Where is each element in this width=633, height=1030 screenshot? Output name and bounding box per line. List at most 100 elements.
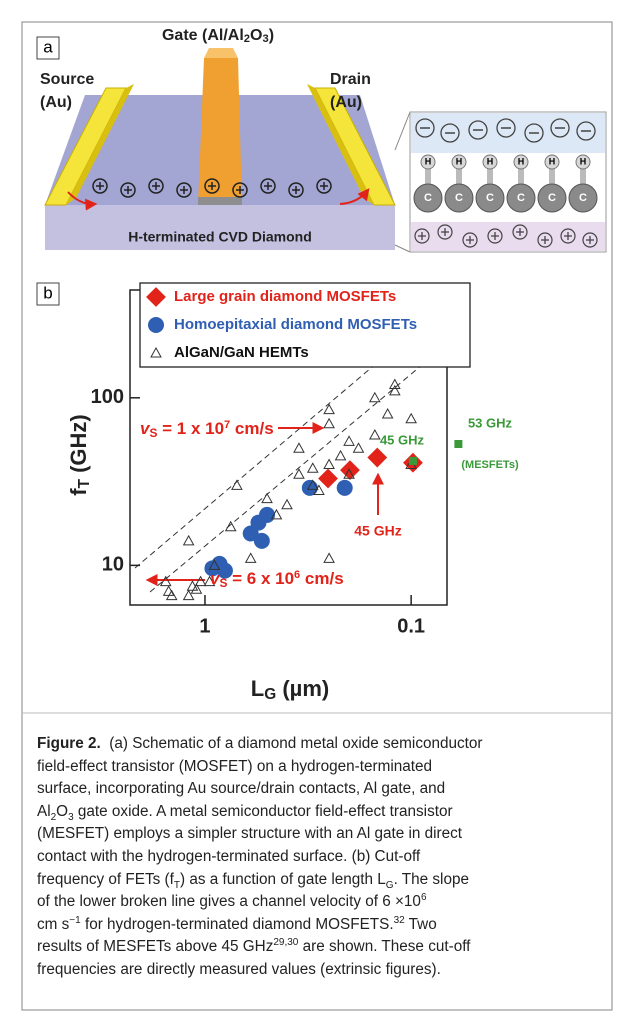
- point: [324, 459, 334, 468]
- point: [282, 500, 292, 509]
- carbon-label: C: [579, 192, 587, 204]
- caption-text: of the lower broken line gives a channel…: [37, 893, 421, 910]
- gate-label: Gate (Al/Al2O3): [162, 27, 274, 45]
- page: a HCHCHCHCHCHC Gate (Al/Al2O3) Source (A…: [0, 0, 633, 1030]
- point: [409, 457, 417, 465]
- x-axis-label: LG (µm): [251, 676, 329, 703]
- y-axis-label: fT (GHz): [66, 414, 93, 496]
- point: [336, 451, 346, 460]
- x-tick-label: 0.1: [397, 615, 425, 637]
- point: [454, 440, 462, 448]
- annotation: 45 GHz: [380, 432, 425, 447]
- caption-text: 29,30: [273, 937, 298, 948]
- text-part: cm/s: [230, 419, 273, 438]
- text-part: S: [149, 426, 157, 440]
- point: [354, 443, 364, 452]
- point: [324, 553, 334, 562]
- zoom-line: [395, 245, 410, 252]
- caption-text: Figure 2.: [37, 735, 101, 752]
- caption-line: surface, incorporating Au source/drain c…: [37, 778, 607, 801]
- carbon-label: C: [517, 192, 525, 204]
- annotation: (MESFETs): [461, 459, 519, 471]
- schematic: HCHCHCHCHCHC: [45, 48, 606, 252]
- hydrogen-label: H: [580, 156, 587, 166]
- caption-text: 32: [394, 915, 405, 926]
- point: [406, 414, 416, 423]
- hydrogen-label: H: [518, 156, 525, 166]
- substrate-label: H-terminated CVD Diamond: [128, 229, 312, 245]
- caption-text: are shown. These cut-off: [298, 938, 470, 955]
- caption: Figure 2. (a) Schematic of a diamond met…: [37, 733, 607, 982]
- zoom-line: [395, 112, 410, 150]
- point: [262, 494, 272, 503]
- caption-line: Figure 2. (a) Schematic of a diamond met…: [37, 733, 607, 756]
- point: [337, 480, 353, 496]
- text-part: = 6 x 10: [227, 569, 294, 588]
- text-part: O: [250, 27, 262, 44]
- text-part: S: [219, 576, 227, 590]
- caption-text: Al: [37, 803, 51, 820]
- point: [344, 436, 354, 445]
- point: [294, 443, 304, 452]
- point: [370, 393, 380, 402]
- point: [184, 536, 194, 545]
- text-part: G: [264, 686, 276, 703]
- caption-text: cm s: [37, 916, 69, 933]
- caption-text: surface, incorporating Au source/drain c…: [37, 780, 445, 797]
- legend-marker: [148, 317, 164, 333]
- text-part: (GHz): [66, 414, 91, 479]
- annotation: vS = 6 x 106 cm/s: [210, 569, 344, 590]
- point: [254, 533, 270, 549]
- annotation: 45 GHz: [354, 523, 401, 539]
- drain-label: Drain: [330, 71, 371, 88]
- caption-text: G: [386, 880, 394, 891]
- point: [294, 469, 304, 478]
- caption-text: ) as a function of gate length L: [180, 871, 386, 888]
- point: [246, 553, 256, 562]
- panel-label: b: [43, 283, 52, 302]
- caption-text: frequencies are directly measured values…: [37, 961, 441, 978]
- text-part: ): [269, 27, 274, 44]
- caption-line: results of MESFETs above 45 GHz29,30 are…: [37, 936, 607, 959]
- y-tick-label: 10: [102, 554, 124, 576]
- hydrogen-label: H: [456, 156, 463, 166]
- gate: [198, 58, 242, 205]
- carbon-label: C: [486, 192, 494, 204]
- annotation: 53 GHz: [468, 415, 513, 430]
- panel-label: a: [43, 37, 53, 56]
- caption-text: contact with the hydrogen-terminated sur…: [37, 848, 420, 865]
- gate-top: [204, 48, 238, 58]
- carbon-label: C: [548, 192, 556, 204]
- caption-text: for hydrogen-terminated diamond MOSFETS.: [81, 916, 394, 933]
- point: [308, 463, 318, 472]
- caption-line: frequencies are directly measured values…: [37, 959, 607, 982]
- caption-line: Al2O3 gate oxide. A metal semiconductor …: [37, 801, 607, 824]
- drain-label: (Au): [330, 94, 362, 111]
- caption-line: cm s−1 for hydrogen-terminated diamond M…: [37, 914, 607, 937]
- point: [383, 409, 393, 418]
- text-part: = 1 x 10: [157, 419, 224, 438]
- point: [390, 380, 400, 389]
- hydrogen-label: H: [425, 156, 432, 166]
- point: [367, 448, 387, 468]
- annotation: vS = 1 x 107 cm/s: [140, 419, 274, 440]
- caption-text: . The slope: [394, 871, 469, 888]
- legend-label: AlGaN/GaN HEMTs: [174, 344, 309, 361]
- gate-oxide: [198, 197, 242, 205]
- source-label: (Au): [40, 94, 72, 111]
- caption-text: Two: [405, 916, 437, 933]
- caption-text: O: [56, 803, 68, 820]
- legend-label: Homoepitaxial diamond MOSFETs: [174, 316, 417, 333]
- caption-line: field-effect transistor (MOSFET) on a hy…: [37, 756, 607, 779]
- caption-text: (a) Schematic of a diamond metal oxide s…: [101, 735, 483, 752]
- caption-line: of the lower broken line gives a channel…: [37, 891, 607, 914]
- caption-line: frequency of FETs (fT) as a function of …: [37, 869, 607, 892]
- source-label: Source: [40, 71, 94, 88]
- y-tick-label: 100: [91, 386, 124, 408]
- point: [259, 507, 275, 523]
- caption-line: (MESFET) employs a simpler structure wit…: [37, 823, 607, 846]
- point: [196, 577, 206, 586]
- caption-text: 6: [421, 892, 427, 903]
- caption-text: −1: [69, 915, 80, 926]
- carbon-label: C: [424, 192, 432, 204]
